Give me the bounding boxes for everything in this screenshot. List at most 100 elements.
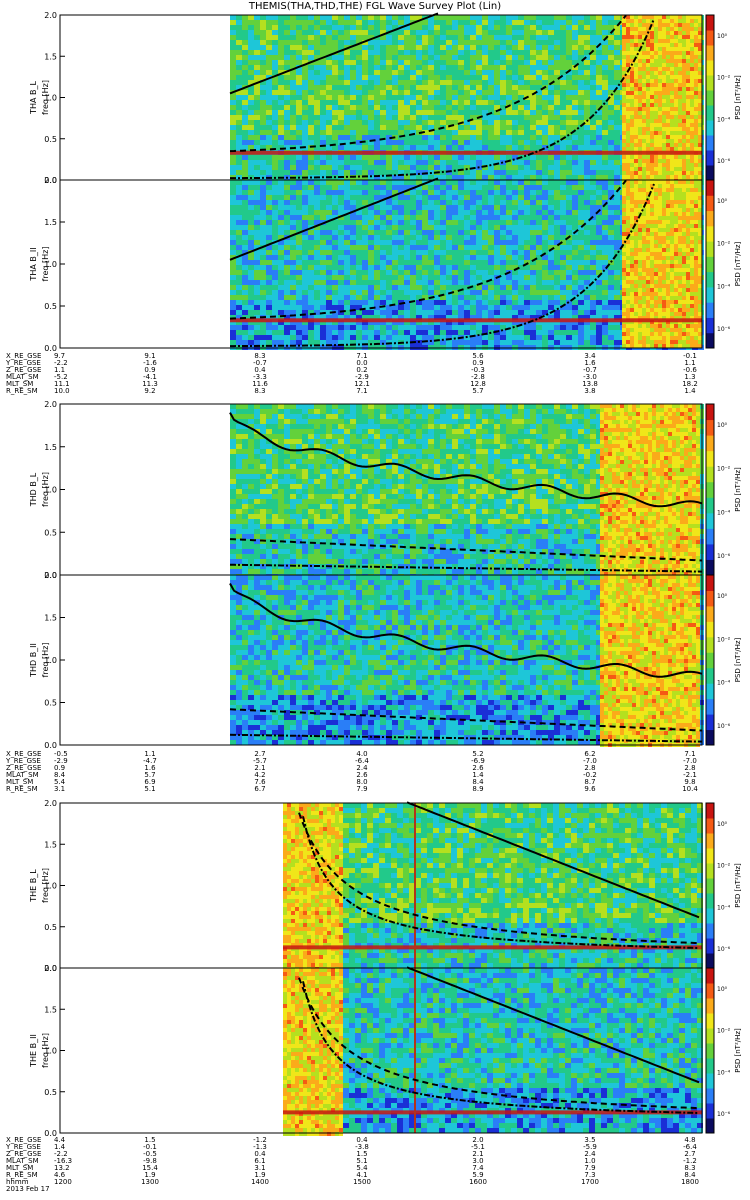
spectrogram-warm-cell — [674, 95, 678, 99]
spectrogram-cell — [284, 100, 290, 105]
spectrogram-cell — [452, 235, 458, 240]
spectrogram-cell — [506, 175, 512, 180]
spectrogram-cell — [344, 105, 350, 110]
spectrogram-cell — [494, 225, 500, 230]
spectrogram-cell — [344, 75, 350, 80]
spectrogram-cell — [368, 295, 374, 300]
spectrogram-cell — [464, 45, 470, 50]
spectrogram-cell — [290, 140, 296, 145]
spectrogram-cell — [368, 280, 374, 285]
spectrogram-cell — [290, 135, 296, 140]
spectrogram-cell — [506, 20, 512, 25]
spectrogram-cell — [536, 155, 542, 160]
spectrogram-cell — [452, 80, 458, 85]
spectrogram-cell — [362, 310, 368, 315]
spectrogram-cell — [488, 305, 494, 310]
spectrogram-cell — [518, 90, 524, 95]
spectrogram-cell — [260, 65, 266, 70]
spectrogram-cell — [380, 95, 386, 100]
spectrogram-warm-cell — [666, 15, 670, 19]
spectrogram-warm-cell — [678, 119, 682, 123]
spectrogram-cell — [434, 130, 440, 135]
spectrogram-cell — [404, 335, 410, 340]
spectrogram-cell — [278, 105, 284, 110]
spectrogram-cell — [290, 335, 296, 340]
spectrogram-cell — [560, 85, 566, 90]
spectrogram-cell — [500, 15, 506, 20]
spectrogram-warm-cell — [630, 163, 634, 167]
spectrogram-cell — [440, 310, 446, 315]
spectrogram-cell — [242, 210, 248, 215]
spectrogram-cell — [242, 340, 248, 345]
spectrogram-cell — [290, 155, 296, 160]
spectrogram-cell — [416, 110, 422, 115]
spectrogram-cell — [248, 160, 254, 165]
spectrogram-cell — [572, 35, 578, 40]
spectrogram-cell — [422, 195, 428, 200]
spectrogram-cell — [350, 320, 356, 325]
spectrogram-cell — [320, 285, 326, 290]
spectrogram-cell — [464, 25, 470, 30]
spectrogram-cell — [488, 145, 494, 150]
spectrogram-cell — [356, 305, 362, 310]
spectrogram-cell — [482, 60, 488, 65]
spectrogram-cell — [362, 65, 368, 70]
spectrogram-warm-cell — [634, 79, 638, 83]
spectrogram-cell — [578, 120, 584, 125]
spectrogram-cell — [272, 270, 278, 275]
spectrogram-cell — [248, 290, 254, 295]
spectrogram-warm-cell — [674, 127, 678, 131]
spectrogram-cell — [452, 210, 458, 215]
spectrogram-cell — [470, 300, 476, 305]
spectrogram-cell — [506, 145, 512, 150]
spectrogram-cell — [248, 215, 254, 220]
spectrogram-cell — [386, 40, 392, 45]
spectrogram-warm-cell — [646, 79, 650, 83]
spectrogram-warm-cell — [634, 131, 638, 135]
spectrogram-cell — [374, 270, 380, 275]
spectrogram-cell — [488, 100, 494, 105]
spectrogram-warm-cell — [654, 99, 658, 103]
spectrogram-cell — [464, 245, 470, 250]
spectrogram-cell — [320, 200, 326, 205]
spectrogram-cell — [410, 270, 416, 275]
spectrogram-cell — [404, 60, 410, 65]
spectrogram-cell — [428, 120, 434, 125]
spectrogram-warm-cell — [698, 75, 702, 79]
spectrogram-cell — [248, 75, 254, 80]
spectrogram-cell — [254, 105, 260, 110]
spectrogram-cell — [518, 55, 524, 60]
spectrogram-cell — [386, 155, 392, 160]
spectrogram-cell — [404, 50, 410, 55]
spectrogram-cell — [488, 90, 494, 95]
spectrogram-cell — [350, 120, 356, 125]
spectrogram-cell — [344, 155, 350, 160]
spectrogram-cell — [578, 75, 584, 80]
spectrogram-cell — [476, 215, 482, 220]
spectrogram-cell — [458, 60, 464, 65]
spectrogram-cell — [302, 305, 308, 310]
spectrogram-cell — [572, 145, 578, 150]
spectrogram-cell — [470, 25, 476, 30]
spectrogram-warm-cell — [650, 19, 654, 23]
spectrogram-cell — [440, 245, 446, 250]
spectrogram-cell — [374, 330, 380, 335]
spectrogram-cell — [350, 225, 356, 230]
spectrogram-cell — [314, 95, 320, 100]
spectrogram-cell — [506, 155, 512, 160]
spectrogram-cell — [392, 45, 398, 50]
spectrogram-cell — [554, 175, 560, 180]
spectrogram-warm-cell — [658, 27, 662, 31]
spectrogram-cell — [404, 115, 410, 120]
spectrogram-cell — [536, 60, 542, 65]
spectrogram-cell — [278, 330, 284, 335]
spectrogram-cell — [242, 15, 248, 20]
spectrogram-cell — [446, 250, 452, 255]
spectrogram-warm-cell — [670, 135, 674, 139]
spectrogram-cell — [482, 275, 488, 280]
spectrogram-cell — [470, 325, 476, 330]
spectrogram-cell — [494, 200, 500, 205]
spectrogram-warm-cell — [694, 55, 698, 59]
spectrogram-cell — [440, 20, 446, 25]
spectrogram-cell — [266, 100, 272, 105]
